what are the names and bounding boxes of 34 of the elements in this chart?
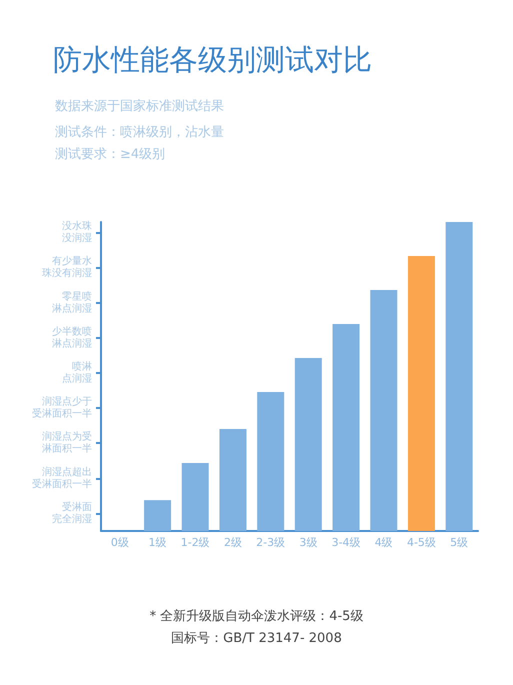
text: 润湿点超出受淋面积一半 — [32, 466, 92, 490]
text: 受淋面完全润湿 — [52, 500, 92, 525]
text: * 全新升级版自动伞泼水评级：4-5级 — [150, 609, 364, 624]
bar — [408, 256, 435, 531]
text: 国标号：GB/T 23147- 2008 — [171, 631, 342, 646]
bar — [370, 290, 398, 531]
x-tick-label: 2-3级 — [256, 536, 286, 549]
x-tick-label: 0级 — [110, 536, 129, 549]
text: 测试要求：≥4级别 — [55, 147, 166, 162]
x-tick-label: 1级 — [148, 536, 167, 549]
bar — [446, 222, 473, 531]
chart-subtitle: 数据来源于国家标准测试结果 — [55, 98, 224, 114]
x-tick-label: 4-5级 — [406, 536, 436, 549]
x-tick-label: 3级 — [299, 536, 318, 549]
x-tick-label: 2级 — [224, 536, 242, 549]
text: 喷淋点润湿 — [62, 360, 92, 384]
chart-title: 防水性能各级别测试对比 — [53, 42, 372, 76]
bar — [144, 500, 172, 531]
bar — [332, 324, 360, 531]
text: 润湿点少于受淋面积一半 — [32, 396, 92, 420]
text: 测试条件：喷淋级别，沾水量 — [55, 125, 224, 140]
text: 有少量水珠没有润湿 — [42, 255, 92, 280]
x-tick-label: 3-4级 — [332, 536, 361, 549]
bar — [257, 392, 284, 531]
bar — [219, 429, 246, 531]
x-tick-label: 4级 — [374, 536, 393, 549]
text: 零星喷淋点润湿 — [52, 290, 92, 314]
text: 少半数喷淋点润湿 — [52, 325, 92, 350]
text: 润湿点为受淋面积一半 — [42, 430, 92, 455]
bar — [182, 463, 209, 531]
x-tick-label: 5级 — [450, 536, 468, 549]
bar — [294, 358, 322, 531]
x-tick-label: 1-2级 — [180, 536, 210, 549]
text: 没水珠没润湿 — [62, 220, 92, 244]
